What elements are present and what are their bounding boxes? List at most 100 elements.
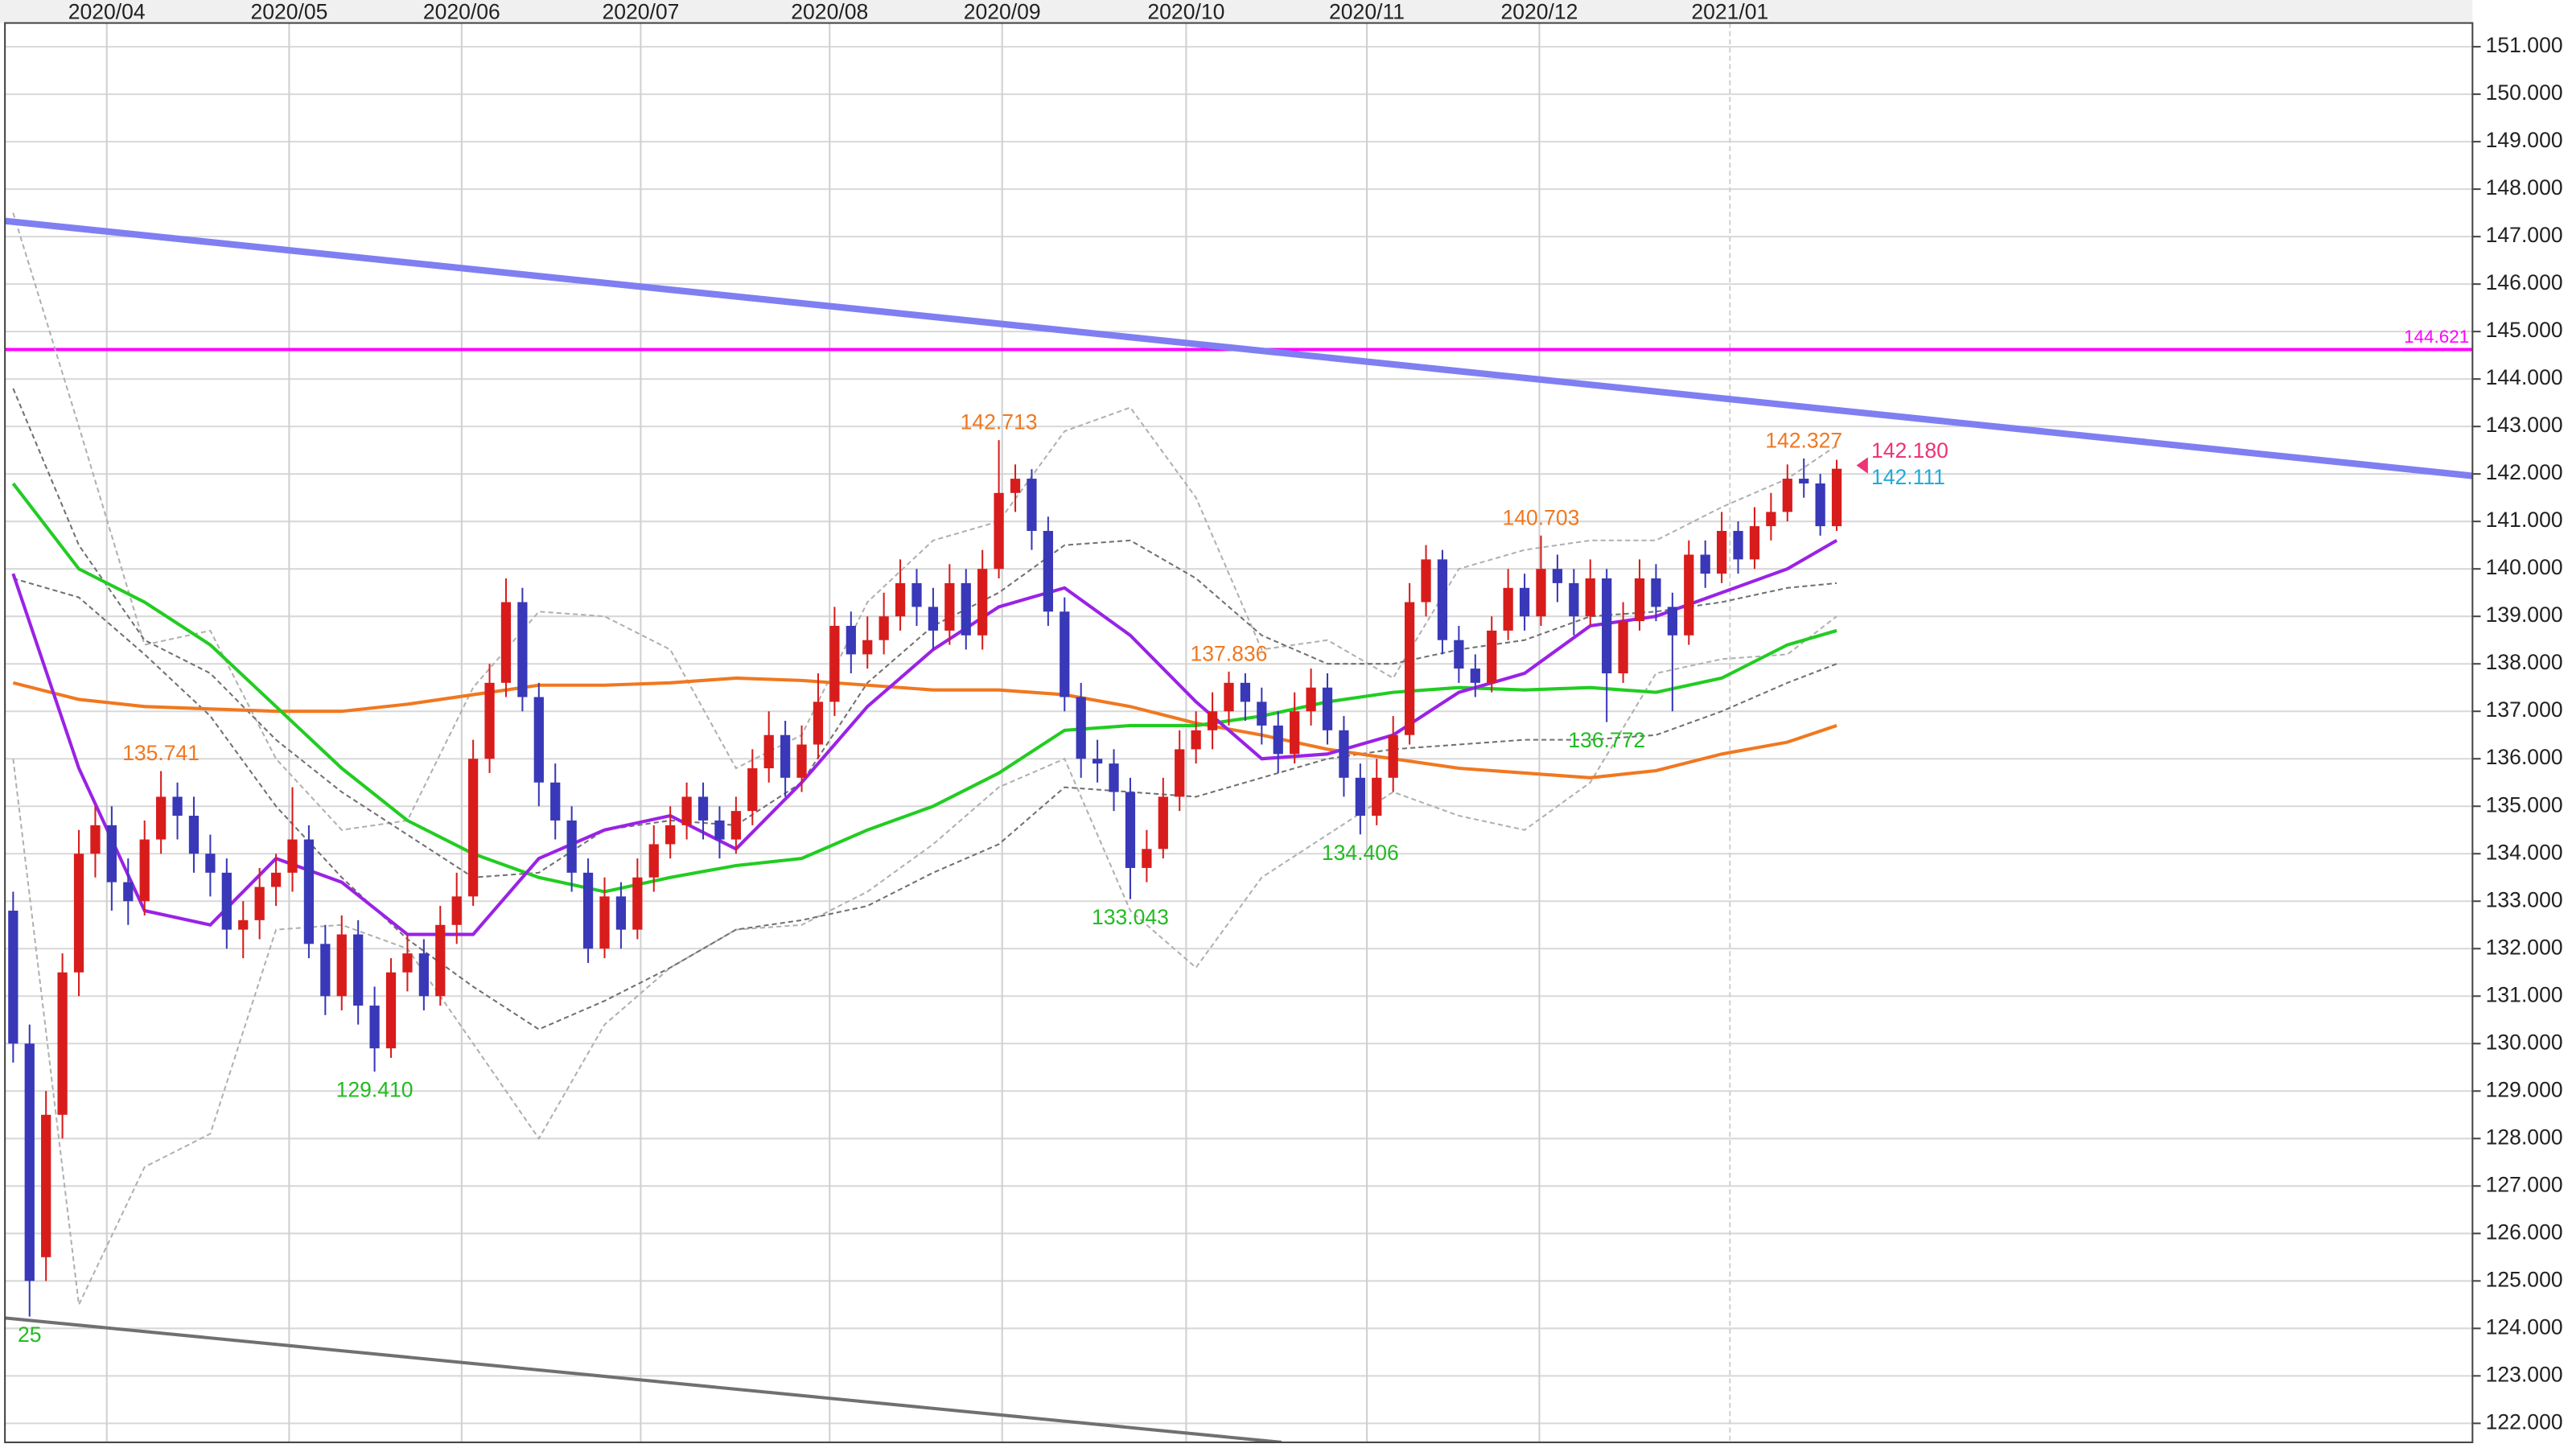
y-tick-label: 133.000 bbox=[2486, 887, 2563, 911]
candle-body bbox=[90, 825, 101, 854]
candle-body bbox=[1306, 687, 1316, 712]
candle-body bbox=[1125, 792, 1136, 868]
candle-body bbox=[977, 569, 988, 636]
candle-body bbox=[353, 934, 364, 1006]
candle-body bbox=[1569, 582, 1579, 617]
y-tick-label: 137.000 bbox=[2486, 697, 2563, 722]
y-tick-label: 140.000 bbox=[2486, 555, 2563, 579]
candle-body bbox=[41, 1114, 51, 1257]
candle-body bbox=[632, 877, 643, 930]
candle-body bbox=[796, 744, 807, 778]
candle-body bbox=[1109, 763, 1119, 792]
candle-body bbox=[1404, 602, 1415, 735]
y-tick-label: 147.000 bbox=[2486, 223, 2563, 247]
candle-body bbox=[1191, 730, 1201, 750]
candle-body bbox=[287, 839, 298, 873]
candle-body bbox=[1519, 587, 1530, 617]
price-annotation: 25 bbox=[18, 1323, 42, 1347]
candle-body bbox=[665, 825, 676, 845]
x-tick-label: 2020/08 bbox=[791, 0, 868, 23]
candle-body bbox=[763, 734, 774, 769]
plot-frame bbox=[4, 22, 2474, 1443]
moving-average bbox=[12, 676, 1837, 780]
candle-body bbox=[1257, 701, 1267, 726]
y-tick-label: 132.000 bbox=[2486, 935, 2563, 959]
y-tick-label: 151.000 bbox=[2486, 33, 2563, 57]
candle-body bbox=[730, 811, 741, 840]
candle-body bbox=[714, 820, 725, 840]
candle-body bbox=[1224, 682, 1234, 712]
candle-body bbox=[1027, 479, 1037, 531]
candle-body bbox=[1470, 668, 1480, 683]
candle-body bbox=[1092, 759, 1103, 764]
trendline bbox=[5, 217, 2473, 479]
candle-body bbox=[1454, 640, 1464, 669]
candle-body bbox=[188, 816, 200, 854]
x-tick-label: 2020/12 bbox=[1500, 0, 1578, 23]
candle-body bbox=[24, 1043, 35, 1281]
candle-body bbox=[1322, 687, 1333, 730]
candle-body bbox=[813, 701, 824, 745]
y-tick-label: 125.000 bbox=[2486, 1267, 2563, 1291]
candle-body bbox=[1372, 777, 1382, 817]
candle-body bbox=[1142, 849, 1152, 868]
candle-body bbox=[895, 582, 906, 617]
axes: 122.000 123.000 124.000 125.000 126.000 127.0… bbox=[18, 0, 2563, 1434]
candle-body bbox=[1602, 578, 1612, 674]
candle-body bbox=[1158, 796, 1168, 849]
candle-body bbox=[1634, 578, 1645, 622]
candle-body bbox=[172, 796, 183, 817]
candle-body bbox=[648, 844, 659, 878]
time-axis-band bbox=[0, 0, 2473, 23]
candle-body bbox=[1618, 621, 1628, 674]
y-tick-label: 123.000 bbox=[2486, 1362, 2563, 1386]
candle-body bbox=[1700, 554, 1710, 574]
candle-body bbox=[1831, 468, 1842, 527]
candle-body bbox=[1437, 559, 1448, 640]
candle-body bbox=[582, 872, 594, 949]
y-tick-label: 135.000 bbox=[2486, 792, 2563, 817]
candle-body bbox=[1799, 479, 1809, 483]
candle-body bbox=[238, 919, 249, 930]
x-tick-label: 2020/09 bbox=[964, 0, 1041, 23]
candle-body bbox=[57, 972, 68, 1115]
candle-body bbox=[533, 697, 544, 783]
x-tick-label: 2020/11 bbox=[1329, 0, 1405, 23]
candle-body bbox=[862, 640, 873, 655]
candle-body bbox=[1585, 578, 1595, 617]
y-tick-label: 126.000 bbox=[2486, 1220, 2563, 1244]
y-tick-label: 129.000 bbox=[2486, 1077, 2563, 1101]
price-annotation: 140.703 bbox=[1503, 505, 1580, 529]
price-annotation: 137.836 bbox=[1191, 641, 1268, 665]
candle-body bbox=[1536, 569, 1546, 617]
quote-marker bbox=[1856, 457, 1868, 474]
price-annotation: 142.327 bbox=[1765, 428, 1842, 452]
x-tick-label: 2021/01 bbox=[1691, 0, 1768, 23]
candle-body bbox=[928, 607, 939, 631]
candle-body bbox=[961, 582, 971, 636]
candle-body bbox=[123, 882, 134, 902]
y-tick-label: 150.000 bbox=[2486, 80, 2563, 105]
x-tick-label: 2020/06 bbox=[423, 0, 500, 23]
price-annotation: 129.410 bbox=[336, 1078, 414, 1102]
candle-body bbox=[1339, 730, 1349, 778]
candle-body bbox=[1240, 682, 1251, 702]
candle-body bbox=[681, 796, 692, 825]
y-tick-label: 130.000 bbox=[2486, 1030, 2563, 1054]
candle-body bbox=[1733, 530, 1743, 560]
quote-label: 142.111 bbox=[1871, 465, 1945, 489]
candle-body bbox=[467, 759, 479, 897]
candle-body bbox=[994, 492, 1004, 570]
candle-body bbox=[1552, 569, 1563, 583]
candle-body bbox=[402, 953, 413, 973]
x-tick-label: 2020/05 bbox=[250, 0, 327, 23]
horizontal-line-label: 144.621 bbox=[2404, 327, 2469, 347]
band-line bbox=[13, 578, 1837, 1030]
y-tick-label: 139.000 bbox=[2486, 603, 2563, 627]
candle-body bbox=[320, 944, 331, 997]
plot-area bbox=[5, 212, 2473, 1442]
candle-body bbox=[1503, 587, 1513, 631]
y-tick-label: 124.000 bbox=[2486, 1314, 2563, 1339]
